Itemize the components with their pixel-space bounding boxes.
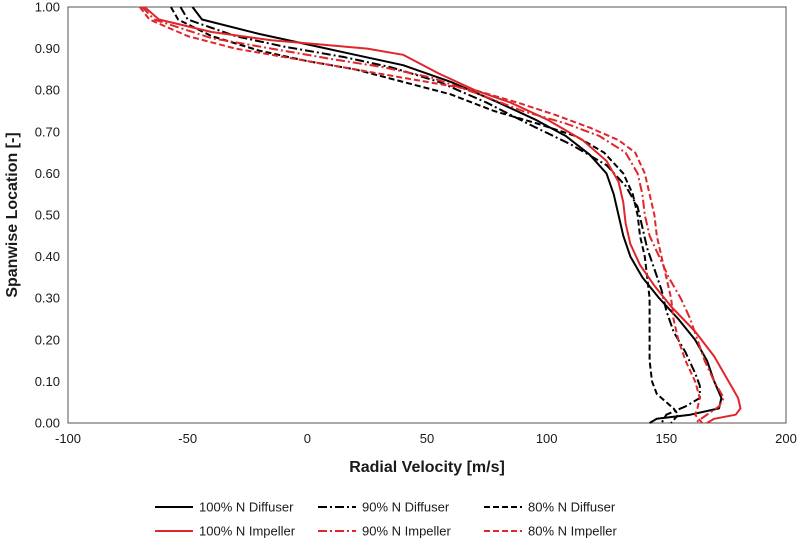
x-tick-label: 50 [420,431,434,446]
x-tick-label: -100 [55,431,81,446]
y-tick-label: 0.20 [35,332,60,347]
series-line-6 [139,6,703,424]
legend-label-4: 100% N Impeller [199,524,296,539]
x-axis-ticks: -100 -50 0 50 100 150 200 [55,431,797,446]
series-line-3 [170,6,680,424]
legend-label-6: 80% N Impeller [528,524,618,539]
y-tick-label: 1.00 [35,0,60,15]
y-tick-label: 0.00 [35,416,60,431]
y-tick-label: 0.90 [35,41,60,56]
plot-frame [67,6,787,424]
y-axis-ticks: 0.00 0.10 0.20 0.30 0.40 0.50 0.60 0.70 0.80 0.90… [35,0,60,431]
series-line-5 [141,6,725,424]
legend-label-1: 100% N Diffuser [199,500,294,515]
y-tick-label: 0.10 [35,374,60,389]
x-tick-label: 150 [655,431,677,446]
x-tick-label: -50 [178,431,197,446]
y-tick-label: 0.30 [35,291,60,306]
legend-label-3: 80% N Diffuser [528,500,616,515]
y-tick-label: 0.60 [35,166,60,181]
series-line-4 [143,6,742,424]
series-line-1 [191,6,723,424]
x-tick-label: 200 [775,431,797,446]
y-tick-label: 0.70 [35,124,60,139]
series-line-2 [179,6,701,424]
x-tick-label: 100 [536,431,558,446]
y-tick-label: 0.50 [35,208,60,223]
plot-area [67,6,787,424]
y-tick-label: 0.40 [35,249,60,264]
legend: 100% N Diffuser 90% N Diffuser 80% N Diffu… [155,500,618,539]
y-tick-label: 0.80 [35,83,60,98]
x-axis-title: Radial Velocity [m/s] [349,459,505,476]
x-tick-label: 0 [304,431,311,446]
y-axis-title: Spanwise Location [-] [4,132,21,297]
legend-label-5: 90% N Impeller [362,524,452,539]
legend-label-2: 90% N Diffuser [362,500,450,515]
